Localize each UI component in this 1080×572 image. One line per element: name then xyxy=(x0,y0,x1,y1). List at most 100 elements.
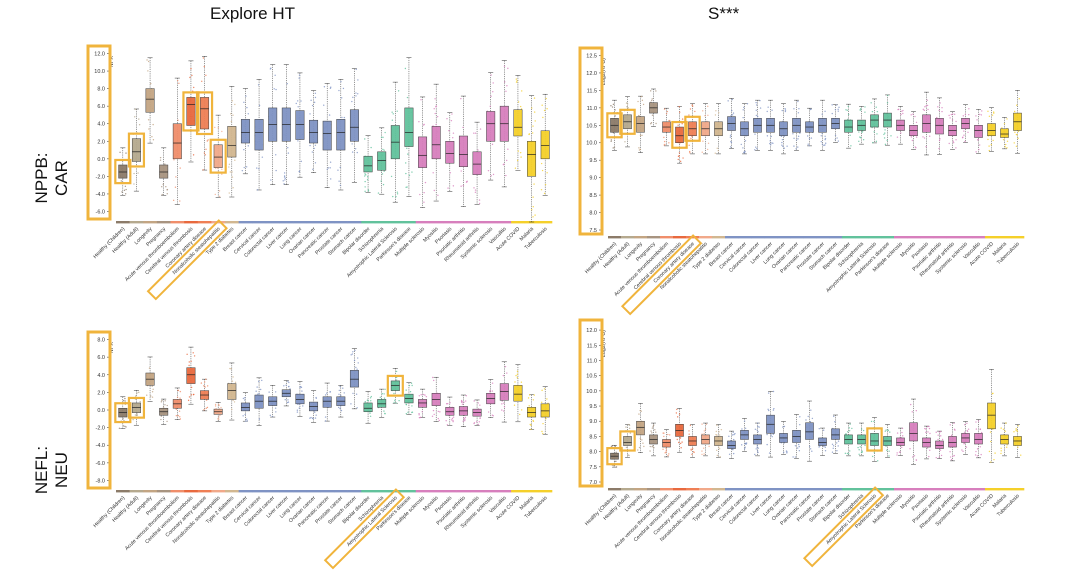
chart-log2rfu-nppb: 12.5 12.0 11.5 11.0 10.5 10.0 9.5 9.0 8.5 8.0 7.5 L… xyxy=(578,46,1025,316)
y-tick-label: 10.5 xyxy=(586,374,597,380)
data-point xyxy=(798,108,800,110)
y-tick-label: 8.0 xyxy=(589,450,597,456)
y-tick-label: 12.0 xyxy=(586,71,597,77)
box-18 xyxy=(844,119,853,133)
data-point xyxy=(783,147,785,149)
data-point xyxy=(383,397,386,399)
data-point xyxy=(732,452,735,455)
data-point xyxy=(1004,430,1006,432)
data-point xyxy=(767,392,770,394)
data-point xyxy=(961,449,963,451)
data-point xyxy=(884,143,887,146)
data-point xyxy=(834,134,837,137)
data-point xyxy=(663,140,666,143)
data-point xyxy=(703,453,705,455)
data-point xyxy=(925,428,927,430)
data-point xyxy=(793,145,795,147)
data-point xyxy=(288,381,290,384)
data-point xyxy=(666,110,669,113)
data-point xyxy=(654,429,656,431)
data-point xyxy=(975,421,977,423)
data-point xyxy=(515,78,518,80)
data-point xyxy=(148,367,151,369)
data-point xyxy=(474,191,477,193)
category-band xyxy=(998,236,1012,239)
data-point xyxy=(742,147,744,149)
data-point xyxy=(1005,422,1007,424)
box-23 xyxy=(431,126,441,160)
data-point xyxy=(691,447,694,450)
data-point xyxy=(434,112,436,115)
y-axis-highlight xyxy=(578,318,604,488)
data-point xyxy=(769,142,771,145)
data-point xyxy=(678,152,681,154)
data-point xyxy=(744,152,746,154)
data-point xyxy=(465,400,467,402)
data-point xyxy=(221,168,223,171)
data-point xyxy=(858,449,860,451)
data-point xyxy=(911,456,914,458)
data-point xyxy=(628,454,630,457)
data-point xyxy=(949,117,951,119)
data-point xyxy=(475,421,478,423)
data-point xyxy=(610,445,613,448)
data-point xyxy=(283,385,285,387)
category-band xyxy=(959,488,973,491)
box-22 xyxy=(418,399,428,408)
data-point xyxy=(875,140,878,143)
y-axis-highlight xyxy=(578,46,604,236)
data-point xyxy=(767,408,769,410)
data-point xyxy=(668,142,670,144)
data-point xyxy=(161,399,163,402)
data-point xyxy=(514,381,516,383)
data-point xyxy=(876,460,879,462)
data-point xyxy=(641,134,643,137)
data-point xyxy=(720,428,723,431)
category-band xyxy=(608,236,622,239)
data-point xyxy=(351,353,354,355)
data-point xyxy=(514,167,517,169)
data-point xyxy=(824,110,826,113)
data-point xyxy=(679,111,681,113)
data-point xyxy=(639,437,642,440)
data-point xyxy=(941,110,943,113)
data-point xyxy=(380,180,382,182)
data-point xyxy=(418,414,420,416)
category-band xyxy=(933,236,947,239)
data-point xyxy=(1016,104,1018,106)
data-point xyxy=(135,395,137,397)
category-band xyxy=(225,221,239,224)
data-point xyxy=(691,453,693,456)
data-point xyxy=(938,109,940,112)
data-point xyxy=(627,107,629,109)
data-point xyxy=(232,114,234,116)
data-point xyxy=(245,95,247,97)
data-point xyxy=(837,108,839,111)
data-point xyxy=(679,437,682,439)
data-point xyxy=(940,454,943,457)
data-point xyxy=(799,416,801,418)
y-tick-label: 11.0 xyxy=(587,106,597,112)
data-point xyxy=(340,80,342,83)
category-band xyxy=(946,488,960,491)
data-point xyxy=(939,430,942,433)
data-point xyxy=(766,110,768,113)
data-point xyxy=(937,438,939,441)
data-point xyxy=(445,420,447,422)
data-point xyxy=(341,116,343,119)
data-point xyxy=(301,390,303,392)
data-point xyxy=(354,148,357,150)
category-band xyxy=(803,236,817,239)
data-point xyxy=(286,82,288,85)
data-point xyxy=(203,152,206,154)
y-tick-label: 11.0 xyxy=(587,358,597,364)
category-band xyxy=(279,221,294,224)
box-31 xyxy=(540,403,550,418)
data-point xyxy=(988,115,991,117)
data-point xyxy=(381,173,384,175)
data-point xyxy=(147,119,150,121)
data-point xyxy=(501,400,503,402)
data-point xyxy=(756,115,759,118)
data-point xyxy=(204,154,207,156)
data-point xyxy=(150,82,152,85)
